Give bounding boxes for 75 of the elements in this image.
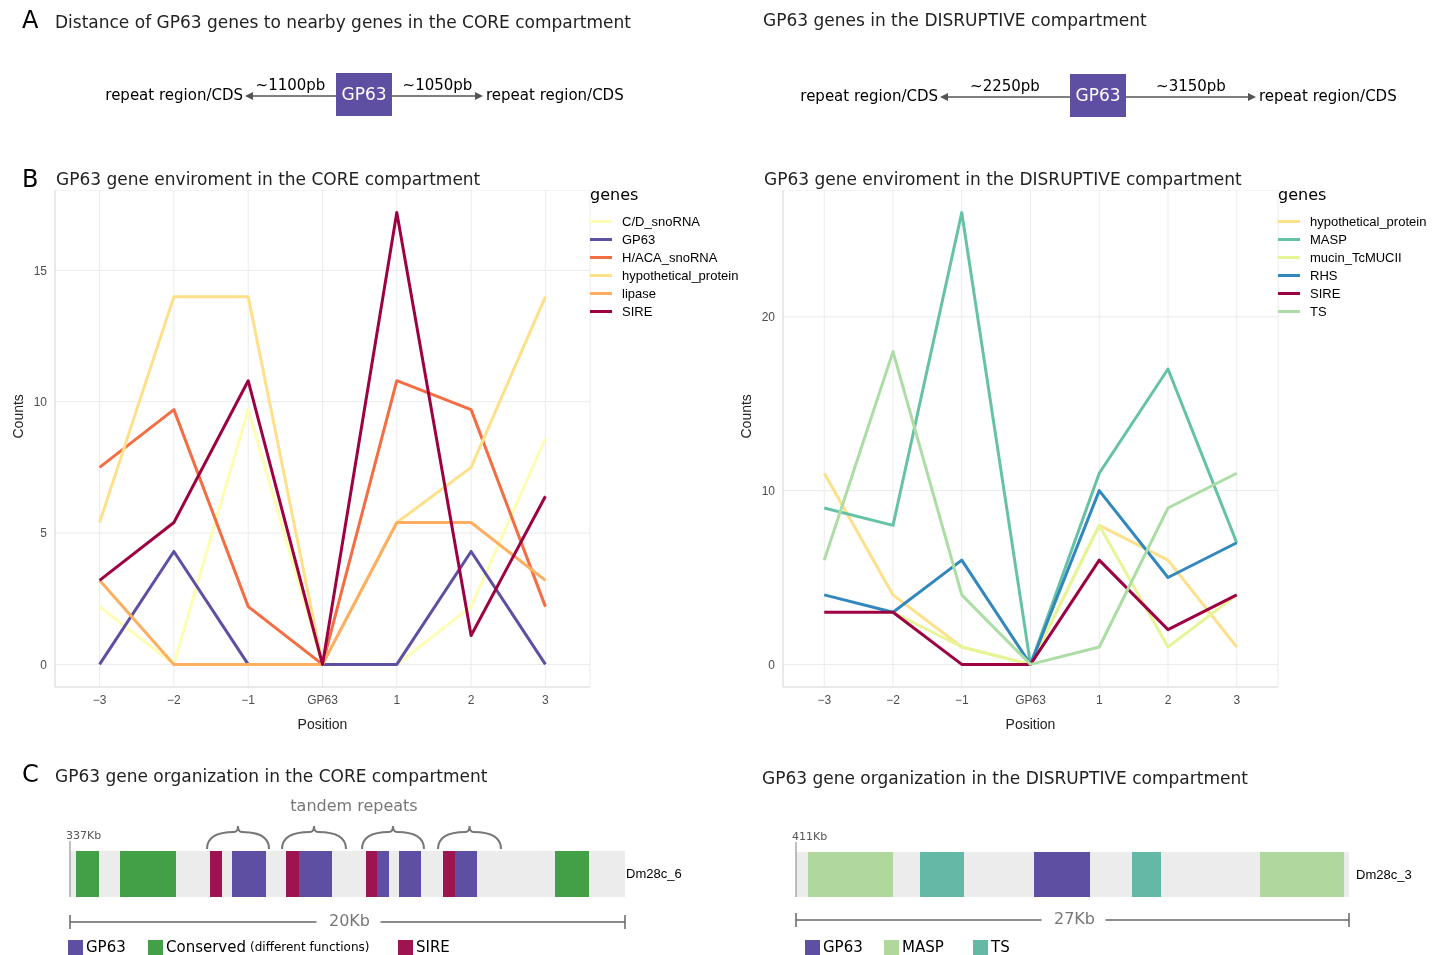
x-tick-label: 1 [393,692,401,707]
text: TS [991,938,1010,955]
line-series [98,211,547,666]
text: ~2250pb [969,77,1041,95]
text: Dm28c_3 [1356,866,1412,882]
chart-title: GP63 gene enviroment in the DISRUPTIVE compartment [764,169,1242,189]
text: ~1050pb [401,76,474,94]
legend-label: MASP [1310,231,1347,247]
x-tick-label: −2 [886,692,901,707]
line-series [822,558,1239,666]
text: Conserved [166,938,246,955]
legend-label: hypothetical_protein [622,267,739,283]
x-tick-label: 2 [1164,692,1172,707]
legend-label: H/ACA_snoRNA [622,249,718,265]
x-tick-label: 2 [467,692,475,707]
x-tick-label: −2 [167,692,182,707]
text: GP63 [823,938,863,955]
legend-label: hypothetical_protein [1310,213,1427,229]
y-tick-label: 5 [40,526,48,541]
y-tick-label: 20 [761,310,776,325]
text: B [22,165,39,193]
text: C [22,760,39,788]
x-tick-label: 3 [542,692,550,707]
text: repeat region/CDS [486,86,624,104]
text: GP63 [1074,85,1122,105]
text: GP63 [86,938,126,955]
text: SIRE [416,938,450,955]
y-tick-label: 0 [768,657,776,672]
text: ~1100pb [254,76,327,94]
y-tick-label: 10 [33,394,48,409]
text: GP63 gene organization in the CORE compartment [55,766,488,786]
text: GP63 genes in the DISRUPTIVE compartment [763,10,1147,30]
x-axis-title: Position [297,716,348,732]
text: (different functions) [250,940,370,954]
text: A [22,6,39,34]
legend-label: TS [1310,303,1327,319]
text: MASP [902,938,944,955]
text: Distance of GP63 genes to nearby genes in the CORE compartment [55,12,631,32]
text: tandem repeats [289,796,419,815]
text: repeat region/CDS [1259,87,1397,105]
y-axis-title: Counts [9,394,26,439]
text: repeat region/CDS [104,86,243,104]
x-axis-title: Position [1005,716,1056,732]
text: 20Kb [328,911,371,930]
legend-label: C/D_snoRNA [622,213,701,229]
legend-label: SIRE [622,303,653,319]
y-tick-label: 10 [761,483,776,498]
chart-title: GP63 gene enviroment in the CORE compartment [56,169,481,189]
line-series [822,350,1239,666]
text: GP63 [340,84,388,104]
x-tick-label: GP63 [1015,692,1047,707]
x-tick-label: 3 [1233,692,1241,707]
text: Dm28c_6 [626,866,682,881]
legend-label: mucin_TcMUCII [1310,249,1402,265]
text: GP63 gene organization in the DISRUPTIVE compartment [762,768,1248,788]
legend-label: GP63 [622,231,656,247]
legend-label: SIRE [1310,285,1341,301]
text: 411Kb [792,830,828,843]
text: 27Kb [1053,909,1096,928]
x-tick-label: −3 [92,692,107,707]
legend-title: genes [1278,185,1328,204]
text: 337Kb [66,829,102,842]
legend-label: RHS [1310,267,1338,283]
text: ~3150pb [1155,77,1227,95]
y-tick-label: 15 [33,263,48,278]
legend-title: genes [590,185,640,204]
legend-label: lipase [622,285,656,301]
text: repeat region/CDS [799,87,938,105]
y-tick-label: 0 [40,657,48,672]
x-tick-label: −1 [954,692,969,707]
y-axis-title: Counts [737,394,754,439]
x-tick-label: −3 [817,692,832,707]
x-tick-label: 1 [1095,692,1103,707]
x-tick-label: GP63 [307,692,339,707]
x-tick-label: −1 [241,692,256,707]
